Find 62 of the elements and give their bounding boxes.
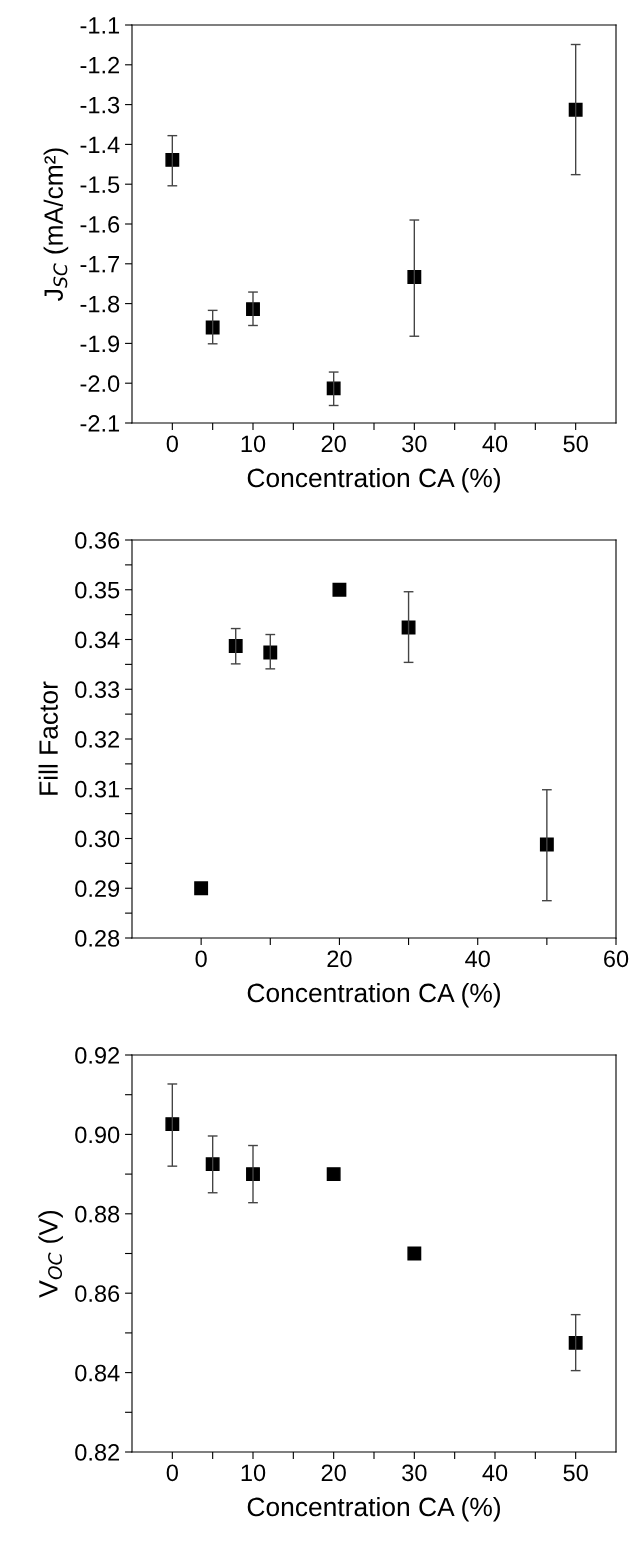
y-tick-label: 0.86 (75, 1285, 120, 1302)
y-tick-label: -2.1 (80, 415, 120, 432)
y-axis-title: V$_{OC}$ (V) (38, 1210, 63, 1298)
y-tick-label: -1.3 (80, 96, 120, 114)
point (228, 639, 243, 653)
point (194, 881, 209, 896)
point (205, 1157, 220, 1172)
x-tick-label: 40 (465, 950, 490, 968)
x-axis-title: Concentration CA (%) (247, 982, 500, 1008)
y-tick-label: -1.9 (80, 335, 120, 353)
point (568, 102, 583, 117)
y-tick-label: 0.28 (75, 930, 120, 947)
x-axis-title: Concentration CA (%) (247, 1496, 500, 1522)
point (263, 645, 278, 660)
y-tick-label: 0.92 (75, 1047, 120, 1064)
y-tick-label: 0.32 (75, 731, 120, 748)
y-tick-label: 0.29 (75, 880, 120, 898)
y-tick-label: 0.88 (75, 1205, 120, 1223)
x-tick-label: 20 (321, 435, 346, 453)
x-tick-label: 10 (241, 435, 266, 453)
x-tick-label: 20 (321, 1464, 346, 1482)
y-tick-label: 0.90 (75, 1126, 120, 1144)
x-tick-label: 10 (241, 1464, 266, 1482)
y-tick-label: 0.31 (75, 780, 120, 798)
x-tick-label: 50 (563, 435, 588, 453)
x-tick-label: 0 (166, 435, 178, 453)
y-tick-label: 0.84 (75, 1364, 120, 1382)
x-tick-label: 50 (563, 1464, 588, 1482)
y-axis-title: Fill Factor (38, 681, 58, 795)
point (407, 1246, 422, 1261)
y-axis-title: J$_{SC}$ (mA/cm²) (43, 148, 69, 301)
x-tick-label: 20 (327, 950, 352, 968)
y-tick-label: 0.30 (75, 830, 120, 848)
y-tick-label: -1.5 (80, 176, 120, 193)
point (332, 582, 347, 597)
y-tick-label: 0.82 (75, 1444, 120, 1461)
y-tick-label: -1.6 (80, 216, 120, 233)
y-tick-label: -2.0 (80, 375, 120, 392)
point (401, 620, 416, 635)
x-tick-label: 0 (166, 1464, 178, 1482)
y-tick-label: -1.2 (80, 56, 120, 74)
y-tick-label: -1.8 (80, 295, 120, 313)
point (326, 381, 341, 396)
point (568, 1335, 583, 1350)
x-tick-label: 40 (482, 1464, 508, 1482)
x-tick-label: 30 (402, 435, 427, 453)
point (165, 1117, 180, 1132)
x-tick-label: 0 (195, 950, 207, 968)
point (407, 269, 422, 284)
y-tick-label: 0.36 (75, 532, 120, 549)
x-tick-label: 40 (482, 435, 508, 453)
x-axis-title: Concentration CA (%) (247, 467, 500, 493)
x-tick-label: 30 (402, 1464, 427, 1482)
y-tick-label: -1.7 (80, 256, 120, 273)
y-tick-label: 0.33 (75, 681, 120, 699)
x-tick-label: 60 (604, 950, 629, 968)
y-tick-label: -1.1 (80, 17, 120, 34)
y-tick-label: 0.35 (75, 581, 120, 599)
point (165, 152, 180, 167)
point (326, 1167, 341, 1182)
y-tick-label: 0.34 (75, 631, 120, 649)
y-tick-label: -1.4 (80, 136, 120, 153)
